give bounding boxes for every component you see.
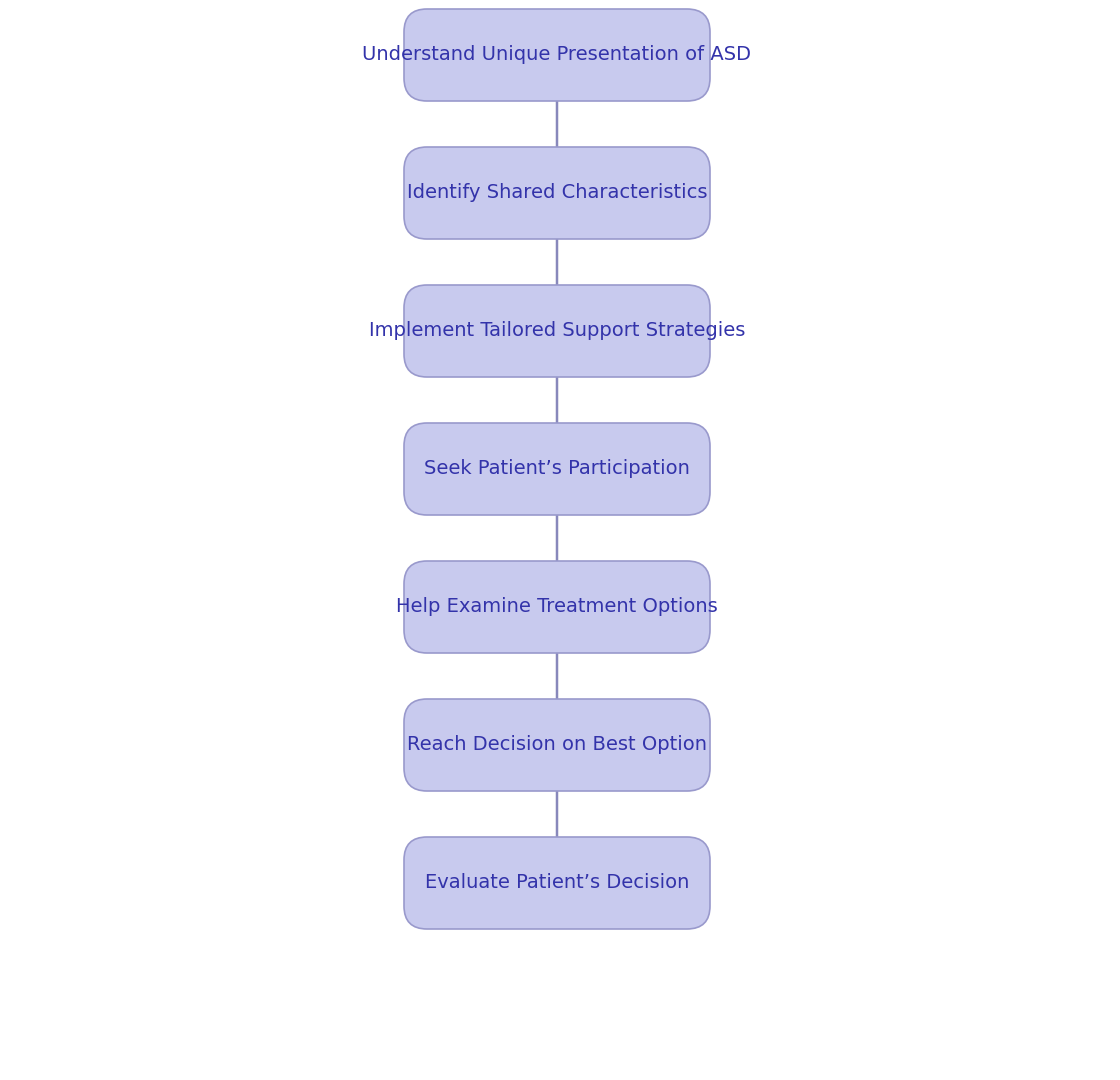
FancyBboxPatch shape [404, 9, 710, 102]
FancyBboxPatch shape [404, 561, 710, 653]
Text: Help Examine Treatment Options: Help Examine Treatment Options [396, 597, 718, 617]
Text: Reach Decision on Best Option: Reach Decision on Best Option [407, 735, 707, 755]
FancyBboxPatch shape [404, 837, 710, 929]
Text: Seek Patient’s Participation: Seek Patient’s Participation [424, 459, 690, 478]
Text: Implement Tailored Support Strategies: Implement Tailored Support Strategies [368, 322, 745, 340]
Text: Evaluate Patient’s Decision: Evaluate Patient’s Decision [424, 874, 689, 892]
FancyBboxPatch shape [404, 699, 710, 791]
Text: Identify Shared Characteristics: Identify Shared Characteristics [407, 184, 707, 203]
FancyBboxPatch shape [404, 423, 710, 515]
FancyBboxPatch shape [404, 147, 710, 239]
Text: Understand Unique Presentation of ASD: Understand Unique Presentation of ASD [363, 45, 752, 65]
FancyBboxPatch shape [404, 285, 710, 377]
